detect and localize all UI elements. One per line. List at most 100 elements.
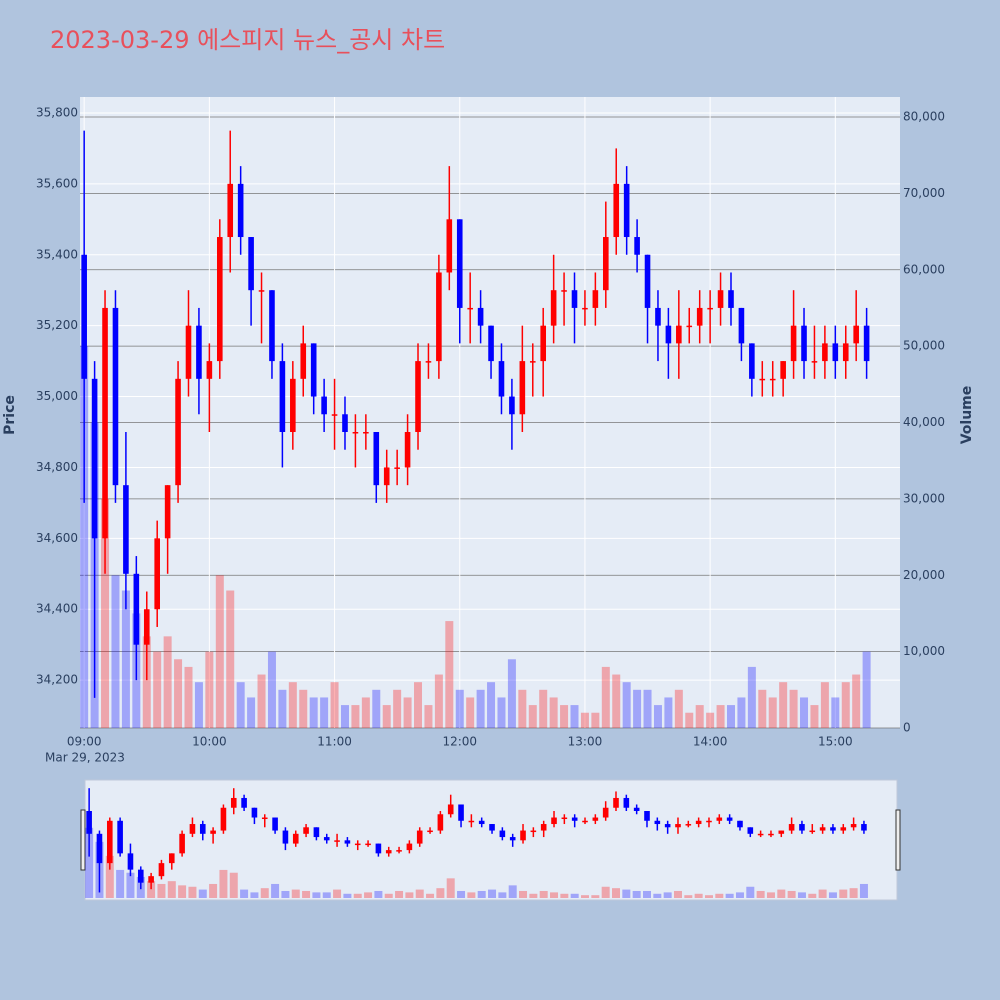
volume-bar [455, 689, 464, 728]
range-handle[interactable] [80, 809, 86, 871]
candle-body [676, 325, 682, 344]
candle-body [396, 850, 402, 852]
volume-bar [184, 666, 193, 728]
candle-body [519, 361, 526, 415]
volume-bar [706, 712, 715, 728]
volume-bar [684, 895, 693, 898]
candle-body [447, 804, 454, 815]
candle-body [623, 797, 630, 808]
candle-body [850, 824, 857, 828]
y-tick-label: 34,800 [36, 460, 78, 474]
candle-body [344, 840, 351, 844]
candle-body [695, 820, 702, 825]
volume-bar [403, 697, 412, 728]
candle-body [634, 237, 640, 255]
volume-bar [747, 666, 756, 728]
volume-bar [446, 878, 455, 898]
volume-bar [497, 697, 506, 728]
volume-bar [476, 689, 485, 728]
range-slider[interactable] [84, 779, 898, 901]
candle-body [436, 272, 442, 362]
candle-body [468, 820, 475, 823]
volume-bar [800, 697, 809, 728]
candle-body [458, 804, 464, 821]
candle-body [801, 325, 807, 362]
candle-body [227, 183, 234, 238]
candle-body [655, 307, 661, 326]
volume-bar [372, 689, 381, 728]
volume-bar [642, 890, 651, 898]
candle-body [665, 325, 672, 344]
volume-bar [704, 895, 713, 898]
candle-body [352, 431, 359, 434]
volume-bar [157, 883, 166, 898]
candle-body [530, 830, 537, 833]
candle-body [759, 378, 766, 381]
x-tick-label: 11:00 [317, 735, 352, 749]
candle-body [861, 824, 867, 831]
volume-bar [746, 886, 755, 898]
volume-bar [302, 890, 311, 898]
volume-bar [351, 705, 360, 728]
volume-bar [779, 682, 788, 728]
volume-bar [539, 689, 548, 728]
y2-tick-label: 50,000 [903, 339, 945, 353]
plot-area [80, 97, 900, 728]
volume-bar [612, 888, 621, 898]
volume-bar [142, 636, 151, 728]
volume-bar [147, 881, 156, 898]
volume-bar [312, 892, 321, 898]
candle-body [404, 431, 411, 468]
candle-body [863, 325, 870, 362]
candle-body [199, 824, 206, 834]
candle-body [282, 830, 289, 844]
candle-body [613, 797, 619, 808]
candle-body [365, 843, 371, 846]
candle-body [331, 414, 338, 416]
candle-body [478, 820, 485, 825]
volume-bar [477, 890, 486, 898]
candle-body [509, 396, 515, 415]
candle-body [550, 290, 557, 326]
volume-bar [405, 892, 414, 898]
candle-body [551, 817, 557, 825]
volume-bar [507, 659, 516, 728]
volume-bar [570, 705, 579, 728]
candle-body [633, 807, 640, 811]
volume-bar [653, 893, 662, 898]
range-handle[interactable] [895, 809, 901, 871]
y-tick-label: 35,600 [36, 176, 78, 190]
volume-bar [797, 892, 806, 898]
candle-body [216, 237, 223, 362]
candle-body [106, 820, 113, 864]
candle-body [179, 833, 185, 854]
volume-bar [364, 892, 373, 898]
volume-bar [105, 855, 114, 898]
x-tick-label: 09:00 [67, 735, 102, 749]
candle-body [716, 817, 723, 821]
volume-bar [663, 892, 672, 898]
volume-bar [466, 697, 475, 728]
volume-bar [322, 892, 331, 898]
chart-title: 2023-03-29 에스피지 뉴스_공시 차트 [50, 26, 445, 54]
candle-body [86, 811, 92, 834]
volume-bar [343, 893, 352, 898]
y-axis-label: Price [2, 395, 18, 435]
x-tick-label: 12:00 [442, 735, 477, 749]
volume-bar [393, 689, 402, 728]
candle-body [323, 837, 330, 841]
volume-bar [695, 705, 704, 728]
volume-bar [810, 705, 819, 728]
candle-body [489, 824, 495, 831]
candle-body [300, 343, 307, 379]
candle-body [292, 833, 299, 844]
volume-bar [111, 575, 120, 728]
candle-body [540, 824, 547, 831]
volume-bar [361, 697, 370, 728]
volume-bar [777, 889, 786, 898]
volume-bar [340, 705, 349, 728]
volume-bar [247, 697, 256, 728]
candle-body [830, 827, 836, 831]
volume-bar [580, 712, 589, 728]
candle-body [272, 817, 278, 831]
